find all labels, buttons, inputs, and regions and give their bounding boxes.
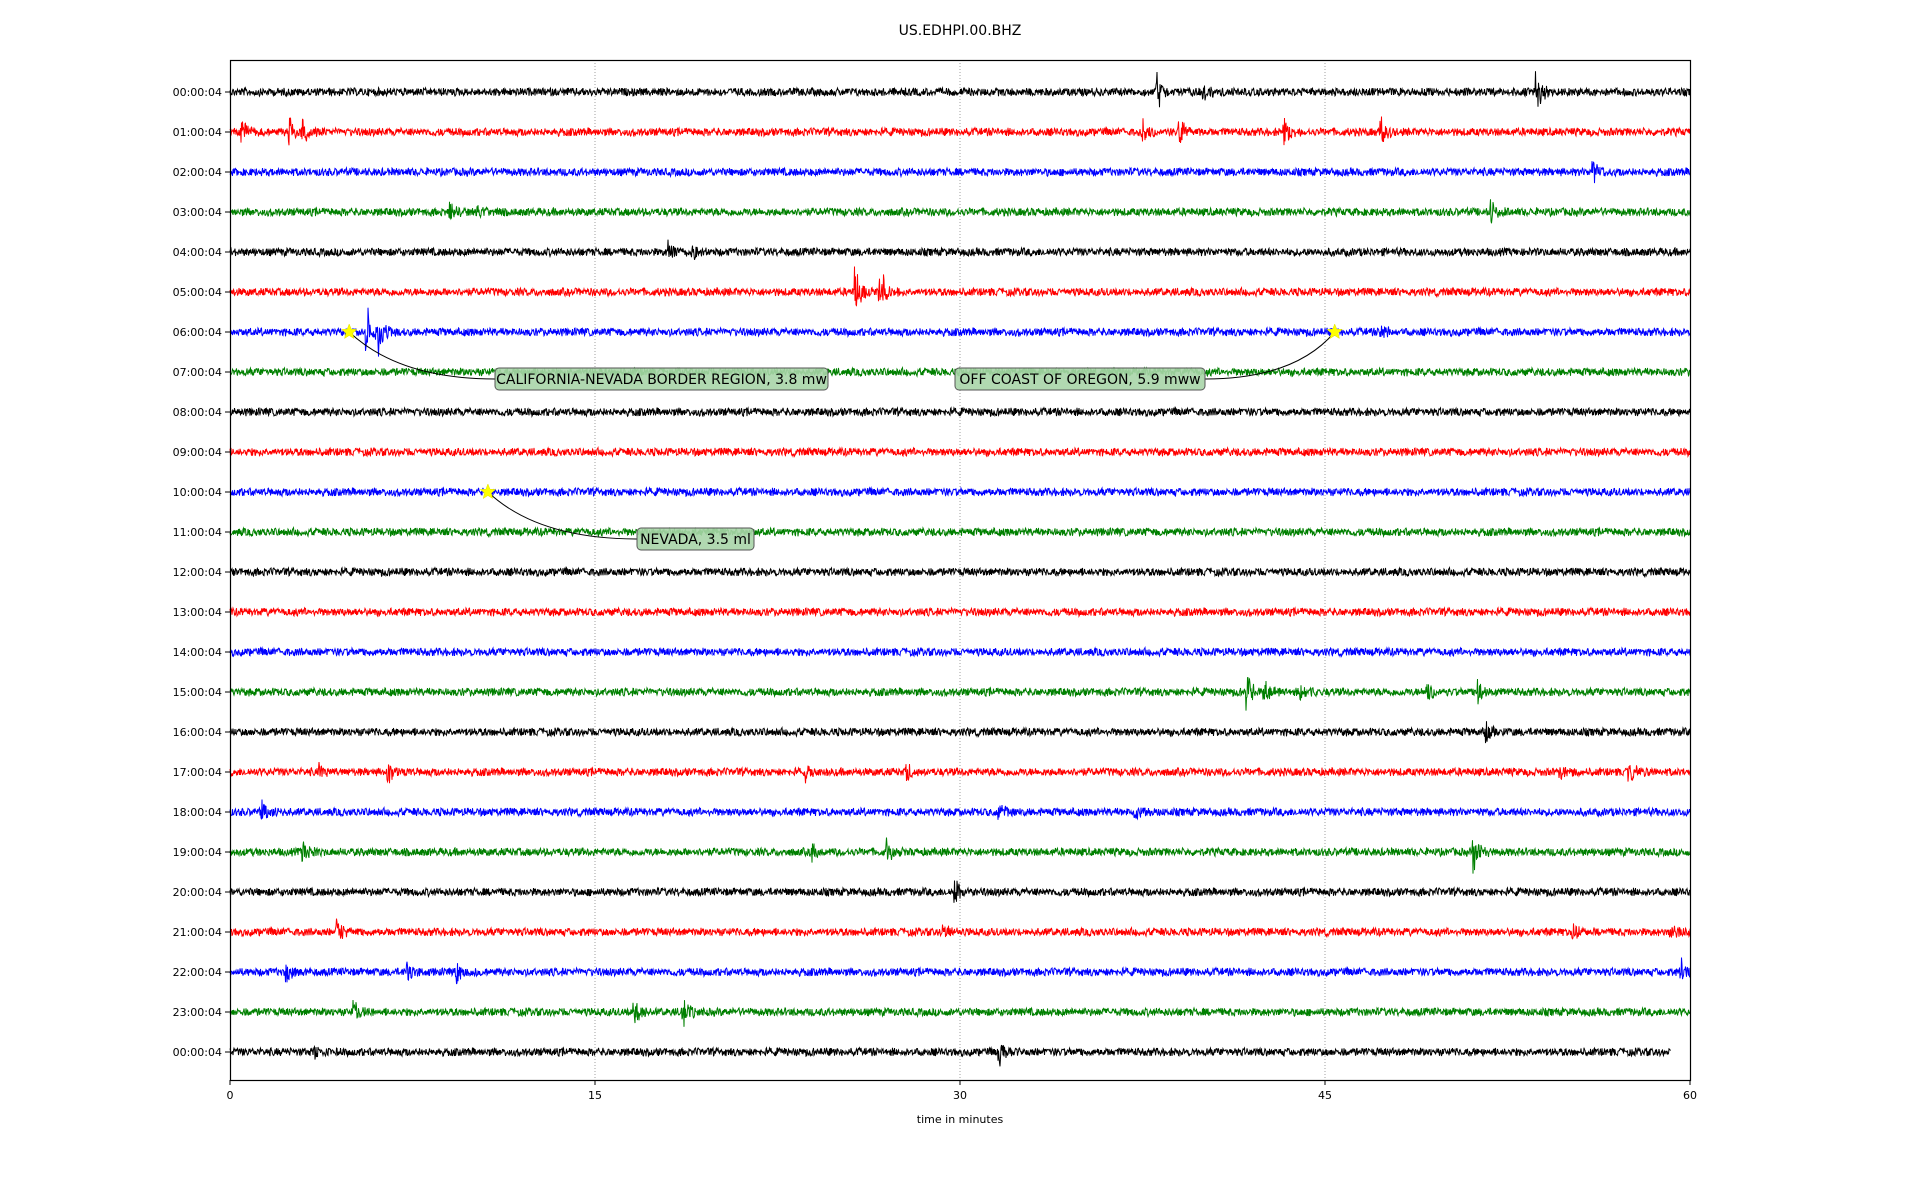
annotation-connector [348,331,496,380]
x-axis-ticks: 0 15 30 45 60 [227,1080,1697,1102]
y-tick-label: 07:00:04 [173,366,222,379]
y-tick-label: 17:00:04 [173,766,222,779]
trace-12 [229,565,1691,579]
y-tick-label: 12:00:04 [173,566,222,579]
y-tick-label: 11:00:04 [173,526,222,539]
annotations: CALIFORNIA-NEVADA BORDER REGION, 3.8 mw O… [340,323,1343,551]
trace-24 [229,1044,1671,1067]
y-tick-label: 09:00:04 [173,446,222,459]
x-tick-label: 45 [1318,1089,1332,1102]
traces [229,71,1691,1067]
y-tick-label: 08:00:04 [173,406,222,419]
x-tick-label: 0 [227,1089,234,1102]
trace-8 [229,406,1691,419]
y-tick-label: 22:00:04 [173,966,222,979]
y-tick-label: 00:00:04 [173,86,222,99]
y-tick-label: 15:00:04 [173,686,222,699]
y-tick-label: 01:00:04 [173,126,222,139]
trace-9 [229,445,1691,459]
y-tick-label: 14:00:04 [173,646,222,659]
y-tick-label: 21:00:04 [173,926,222,939]
annotation-label: OFF COAST OF OREGON, 5.9 mww [959,372,1200,388]
trace-14 [229,645,1691,659]
annotation-box [494,367,829,391]
trace-19 [229,837,1691,874]
annotation-box [954,367,1206,391]
y-tick-label: 19:00:04 [173,846,222,859]
y-tick-label: 05:00:04 [173,286,222,299]
trace-21 [229,918,1691,940]
y-tick-label: 03:00:04 [173,206,222,219]
y-tick-label: 20:00:04 [173,886,222,899]
y-axis-ticks: 00:00:04 01:00:04 02:00:04 03:00:04 04:00:04… [173,86,230,1059]
event-star-icon [1326,323,1343,340]
annotation-connector [1204,331,1336,380]
trace-1 [229,116,1691,146]
trace-17 [229,762,1691,784]
trace-4 [229,239,1691,260]
trace-10 [229,486,1691,498]
x-tick-label: 15 [588,1089,602,1102]
trace-20 [229,880,1691,903]
trace-16 [229,721,1691,744]
y-tick-label: 13:00:04 [173,606,222,619]
x-axis-label: time in minutes [917,1113,1004,1126]
x-tick-label: 60 [1683,1089,1697,1102]
y-tick-label: 18:00:04 [173,806,222,819]
event-star-icon [340,323,358,340]
trace-13 [229,606,1691,619]
annotation-connector [487,491,638,540]
annotation-label: CALIFORNIA-NEVADA BORDER REGION, 3.8 mw [496,372,827,388]
trace-11 [229,525,1691,539]
trace-23 [229,999,1691,1027]
annotation-label: NEVADA, 3.5 ml [640,532,751,548]
trace-5 [229,266,1691,307]
trace-22 [229,957,1691,985]
event-star-icon [479,483,497,500]
chart-title: US.EDHPI.00.BHZ [899,23,1022,39]
trace-2 [229,161,1691,184]
x-tick-label: 30 [953,1089,967,1102]
trace-3 [229,199,1691,224]
annotation-box [636,527,755,551]
trace-0 [229,71,1691,108]
y-tick-label: 10:00:04 [173,486,222,499]
y-tick-label: 06:00:04 [173,326,222,339]
y-tick-label: 00:00:04 [173,1046,222,1059]
y-tick-label: 02:00:04 [173,166,222,179]
plot-frame [229,59,1692,1082]
trace-18 [229,799,1691,821]
y-tick-label: 16:00:04 [173,726,222,739]
y-tick-label: 04:00:04 [173,246,222,259]
trace-6 [229,307,1691,357]
trace-15 [229,676,1691,711]
y-tick-label: 23:00:04 [173,1006,222,1019]
